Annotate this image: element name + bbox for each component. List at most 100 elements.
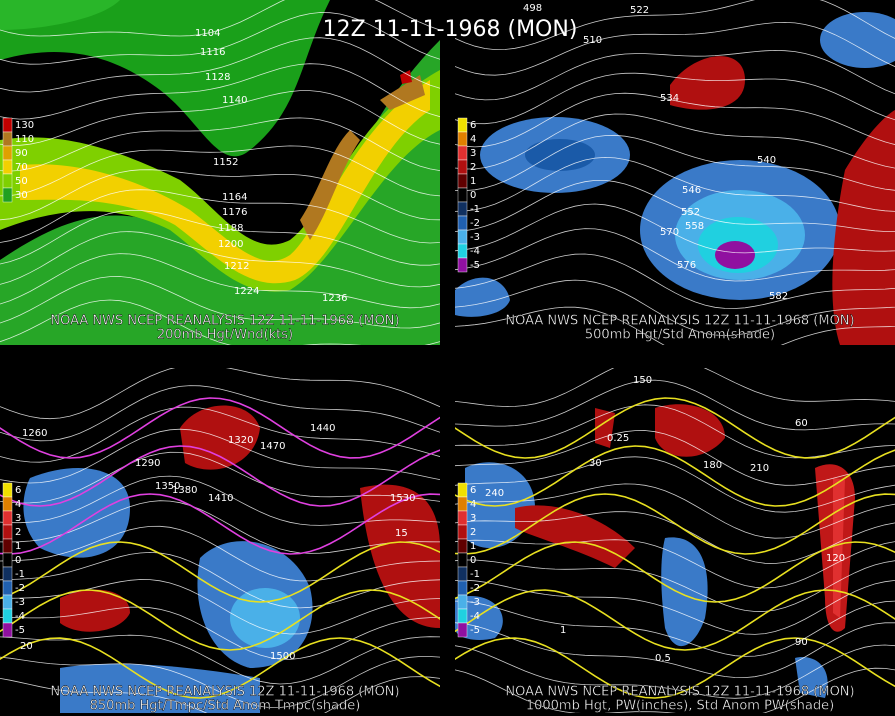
contour-line [0,589,440,651]
contour-label: 1320 [228,435,253,446]
contour-line [455,156,895,212]
contour-line [0,493,440,555]
legend-label: -2 [470,583,480,594]
legend-label: 3 [15,513,21,524]
source-line: NOAA NWS NCEP REANALYSIS 12Z 11-11-1968 … [505,685,854,700]
legend-swatch [2,580,13,596]
caption: 500mb Hgt/Std Anom(shade) [585,328,775,343]
contour-line [455,72,895,125]
contour-line [0,231,440,288]
contour-label: 1104 [195,28,220,39]
contour-label: 1152 [213,157,238,168]
legend-swatch [2,482,13,498]
contour-line [0,397,440,459]
contour-line [0,0,440,37]
legend-label: -4 [470,246,480,257]
legend-label: -5 [15,625,25,636]
legend-label: -5 [470,625,480,636]
source-line: NOAA NWS NCEP REANALYSIS 12Z 11-11-1968 … [50,685,399,700]
contour-label: 1350 [155,481,180,492]
legend-label: 2 [470,527,476,538]
contour-line [0,169,440,221]
legend-label: -3 [470,232,480,243]
contour-line [455,203,895,254]
contour-line [0,634,440,685]
contour-line [455,49,895,101]
legend-swatch [2,496,13,512]
contour-line [0,209,440,266]
contour-label: 1 [560,625,566,636]
legend-label: 70 [15,162,28,173]
contour-line [455,306,895,345]
contour-line [455,589,895,651]
contour-line [0,428,440,484]
contour-label: 582 [769,291,788,302]
legend-label: 3 [470,513,476,524]
contour-line [455,430,895,486]
legend-swatch [457,187,468,203]
legend-swatch [457,173,468,189]
contour-line [455,541,895,603]
contour-line [455,579,895,635]
contour-line [455,397,895,459]
legend-swatch [457,257,468,273]
contour-line [0,637,440,699]
contour-label: 1200 [218,239,243,250]
legend-swatch [2,594,13,610]
legend-label: -4 [15,611,25,622]
legend-label: 3 [470,148,476,159]
contour-line [455,379,895,431]
contour-label: 1380 [172,485,197,496]
legend-label: -1 [470,569,480,580]
contour-line [0,253,440,309]
contour-label: 240 [485,488,504,499]
contour-line [455,279,895,337]
contour-line [0,90,440,146]
contour-label: 60 [795,418,808,429]
source-line: NOAA NWS NCEP REANALYSIS 12Z 11-11-1968 … [50,314,399,329]
contour-line [0,445,440,507]
contour-line [0,606,440,660]
legend-swatch [457,622,468,638]
caption: 1000mb Hgt, PW(inches), Std Anom PW(shad… [526,699,834,714]
contour-line [0,63,440,120]
contour-label: 510 [583,35,602,46]
legend-swatch [457,243,468,259]
contour-label: 1530 [390,493,415,504]
legend-swatch [457,215,468,231]
contour-line [0,276,440,329]
contour-label: 210 [750,463,769,474]
contour-line [455,559,895,612]
legend-swatch [2,622,13,638]
contour-line [0,12,440,65]
contour-line [0,117,440,172]
legend-label: 4 [470,134,476,145]
contour-label: 558 [685,221,704,232]
legend-swatch [457,482,468,498]
legend-swatch [457,131,468,147]
legend-label: -2 [470,218,480,229]
contour-label: 1410 [208,493,233,504]
legend-label: 50 [15,176,28,187]
contour-label: 1176 [222,207,247,218]
legend-swatch [457,580,468,596]
contour-line [455,228,895,282]
legend-swatch [457,608,468,624]
contour-line [0,299,440,345]
legend-label: -3 [470,597,480,608]
contour-line [0,37,440,93]
legend-label: -2 [15,583,25,594]
legend-label: -1 [15,569,25,580]
legend-swatch [2,131,13,147]
legend-swatch [2,117,13,133]
contour-line [455,493,895,555]
contour-label: 540 [757,155,776,166]
legend-swatch [457,524,468,540]
legend-label: 0 [470,555,476,566]
legend-label: 6 [470,120,476,131]
contour-line [455,637,895,699]
contour-line [0,541,440,603]
legend-label: 4 [470,499,476,510]
contour-line [0,451,440,504]
